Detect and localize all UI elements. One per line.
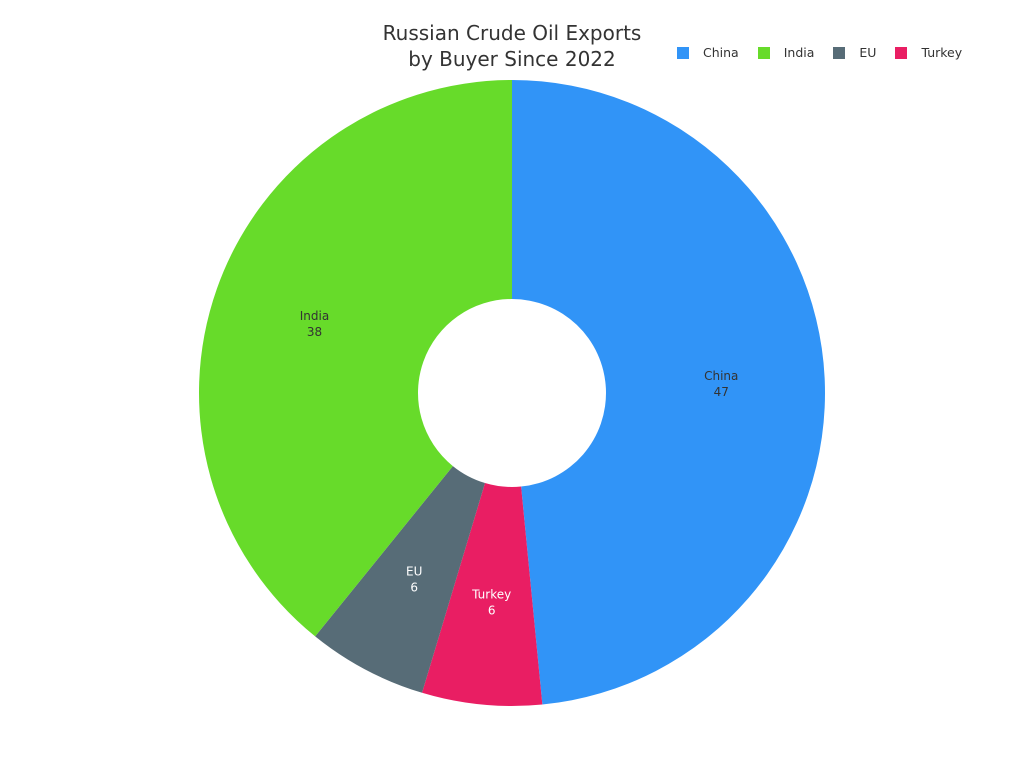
legend-label-eu: EU — [859, 45, 877, 60]
slice-labels: China 47 Turkey 6 EU 6 India 38 — [300, 309, 739, 617]
chart-title-line-1: Russian Crude Oil Exports — [382, 21, 642, 45]
chart-title-line-2: by Buyer Since 2022 — [408, 47, 616, 71]
legend-swatch-china — [677, 46, 689, 59]
legend-label-china: China — [703, 45, 739, 60]
legend-item-turkey[interactable]: Turkey — [895, 45, 962, 60]
slice-turkey[interactable] — [422, 483, 543, 706]
donut-slices — [199, 80, 825, 706]
legend-swatch-india — [757, 46, 770, 59]
legend-swatch-turkey — [895, 46, 908, 59]
slice-label-india: India 38 — [300, 309, 329, 339]
slice-label-turkey: Turkey 6 — [471, 588, 511, 618]
chart-title: Russian Crude Oil Exports by Buyer Since… — [312, 20, 712, 72]
legend-swatch-eu — [833, 46, 846, 59]
legend-item-eu[interactable]: EU — [833, 45, 876, 60]
chart-legend: China India EU Turkey — [677, 45, 981, 60]
legend-label-india: India — [783, 45, 815, 60]
slice-eu[interactable] — [315, 466, 485, 693]
slice-label-eu: EU 6 — [406, 564, 422, 594]
legend-item-china[interactable]: China — [677, 45, 739, 60]
legend-item-india[interactable]: India — [757, 45, 815, 60]
slice-label-china: China 47 — [704, 369, 738, 399]
slice-india[interactable] — [199, 80, 512, 637]
slice-china[interactable] — [512, 80, 825, 705]
legend-label-turkey: Turkey — [921, 45, 963, 60]
